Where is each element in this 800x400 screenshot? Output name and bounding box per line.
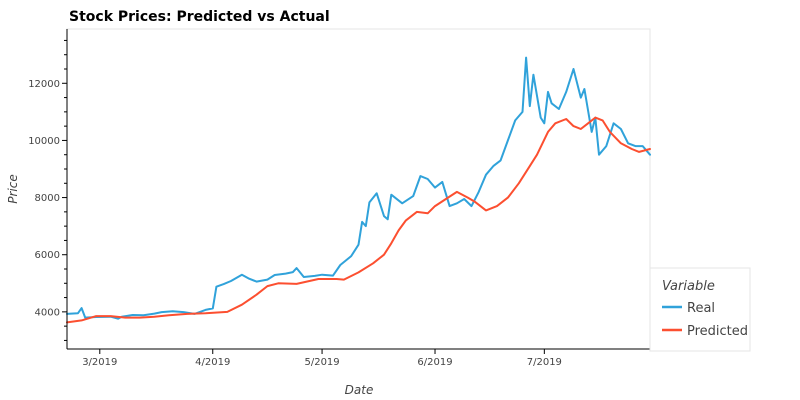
legend-label-real: Real (687, 301, 715, 316)
x-tick-label: 5/2019 (304, 357, 339, 368)
chart-title: Stock Prices: Predicted vs Actual (69, 9, 330, 25)
x-tick-label: 7/2019 (527, 357, 562, 368)
x-tick-label: 4/2019 (195, 357, 230, 368)
x-tick-label: 3/2019 (82, 357, 117, 368)
legend-label-predicted: Predicted (687, 324, 748, 339)
y-tick-label: 10000 (28, 136, 60, 147)
x-axis-title: Date (345, 383, 374, 397)
y-tick-label: 8000 (35, 193, 60, 204)
series-line-predicted (66, 116, 651, 324)
x-tick-label: 6/2019 (417, 357, 452, 368)
x-axis-ticks: 3/2019 4/2019 5/2019 6/2019 7/2019 (82, 349, 562, 368)
legend-title: Variable (662, 279, 715, 294)
plot-area (66, 28, 651, 350)
y-axis-title: Price (6, 174, 20, 203)
series-layer (66, 56, 651, 324)
y-tick-label: 12000 (28, 79, 60, 90)
legend: Variable Real Predicted (649, 267, 751, 352)
y-tick-label: 4000 (35, 307, 60, 318)
y-tick-label: 6000 (35, 250, 60, 261)
series-line-real (66, 56, 651, 320)
legend-box (649, 267, 751, 352)
y-axis-ticks: 4000 6000 8000 10000 12000 (28, 39, 67, 341)
